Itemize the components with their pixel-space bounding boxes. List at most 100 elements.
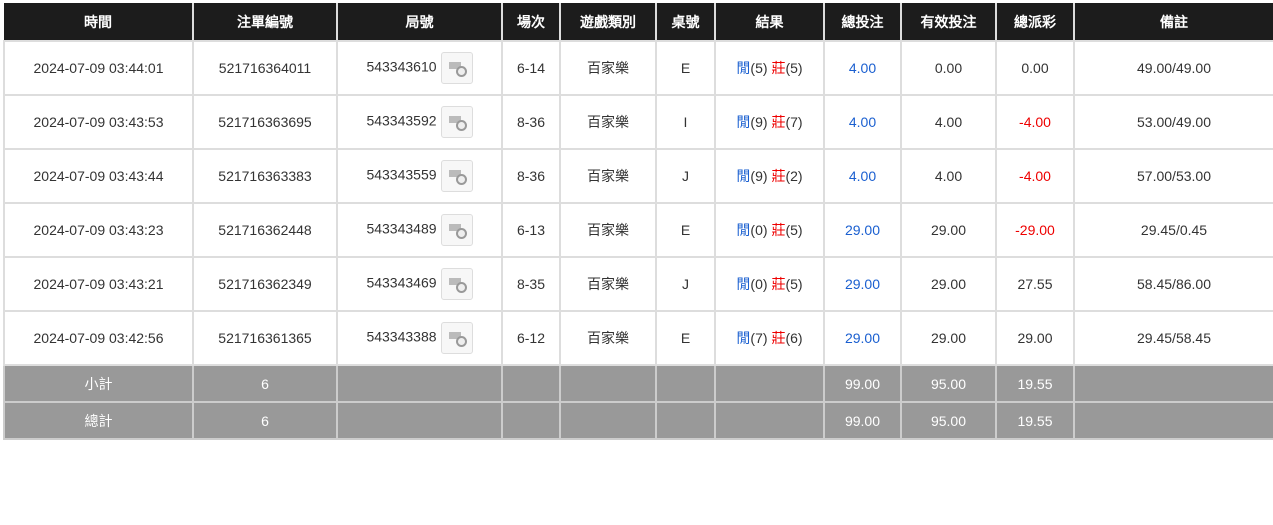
summary-total-bet: 99.00 — [823, 401, 902, 440]
player-label: 閒 — [736, 276, 751, 292]
banker-points: (5) — [785, 276, 803, 292]
summary-count: 6 — [192, 401, 338, 440]
shoe-cell: 8-36 — [501, 94, 561, 150]
valid-bet-cell: 0.00 — [900, 40, 997, 96]
banker-points: (7) — [785, 114, 803, 130]
result-cell: 閒(7) 莊(6) — [714, 310, 825, 366]
remark-cell: 49.00/49.00 — [1073, 40, 1273, 96]
shoe-cell: 8-35 — [501, 256, 561, 312]
remark-cell: 53.00/49.00 — [1073, 94, 1273, 150]
game-type-cell: 百家樂 — [559, 40, 657, 96]
summary-total-bet: 99.00 — [823, 364, 902, 403]
empty-cell — [501, 401, 561, 440]
round-number: 543343388 — [366, 328, 437, 345]
column-header: 場次 — [502, 3, 561, 41]
column-header: 遊戲類別 — [560, 3, 657, 41]
empty-cell — [714, 364, 825, 403]
video-replay-icon[interactable] — [440, 322, 473, 354]
time-cell: 2024-07-09 03:43:53 — [3, 94, 194, 150]
column-header: 桌號 — [656, 3, 716, 41]
bet-id-cell: 521716362448 — [192, 202, 338, 258]
video-replay-icon[interactable] — [440, 106, 473, 138]
empty-cell — [336, 364, 503, 403]
shoe-cell: 6-13 — [501, 202, 561, 258]
summary-row: 總計 6 99.00 95.00 19.55 — [3, 401, 1273, 440]
column-header: 注單編號 — [193, 3, 338, 41]
time-cell: 2024-07-09 03:43:23 — [3, 202, 194, 258]
summary-count: 6 — [192, 364, 338, 403]
round-cell: 543343559 — [336, 148, 503, 204]
banker-points: (5) — [785, 60, 803, 76]
remark-cell: 29.45/0.45 — [1073, 202, 1273, 258]
total-bet-cell[interactable]: 29.00 — [823, 202, 902, 258]
banker-label: 莊 — [771, 276, 786, 292]
player-points: (0) — [750, 222, 768, 238]
bet-id-cell: 521716363383 — [192, 148, 338, 204]
total-bet-cell[interactable]: 4.00 — [823, 94, 902, 150]
video-replay-icon[interactable] — [440, 52, 473, 84]
banker-points: (2) — [785, 168, 803, 184]
table-row: 2024-07-09 03:43:23 521716362448 5433434… — [3, 202, 1273, 258]
banker-label: 莊 — [771, 222, 786, 238]
summary-payout: 19.55 — [995, 401, 1075, 440]
table-row: 2024-07-09 03:42:56 521716361365 5433433… — [3, 310, 1273, 366]
empty-cell — [1073, 401, 1273, 440]
result-cell: 閒(0) 莊(5) — [714, 202, 825, 258]
game-type-cell: 百家樂 — [559, 256, 657, 312]
result-cell: 閒(9) 莊(2) — [714, 148, 825, 204]
total-bet-cell[interactable]: 4.00 — [823, 148, 902, 204]
game-type-cell: 百家樂 — [559, 202, 657, 258]
player-label: 閒 — [736, 114, 751, 130]
summary-valid-bet: 95.00 — [900, 364, 997, 403]
player-label: 閒 — [736, 60, 751, 76]
column-header: 局號 — [337, 3, 503, 41]
remark-cell: 57.00/53.00 — [1073, 148, 1273, 204]
video-replay-icon[interactable] — [440, 268, 473, 300]
summary-label: 小計 — [3, 364, 194, 403]
round-number: 543343489 — [366, 220, 437, 237]
table-cell: J — [655, 256, 716, 312]
player-points: (7) — [750, 330, 768, 346]
time-cell: 2024-07-09 03:44:01 — [3, 40, 194, 96]
result-cell: 閒(5) 莊(5) — [714, 40, 825, 96]
column-header: 總投注 — [824, 3, 902, 41]
round-number: 543343610 — [366, 58, 437, 75]
column-header: 時間 — [4, 3, 194, 41]
banker-label: 莊 — [771, 330, 786, 346]
total-bet-cell[interactable]: 29.00 — [823, 256, 902, 312]
payout-cell: 27.55 — [995, 256, 1075, 312]
player-points: (5) — [750, 60, 768, 76]
summary-label: 總計 — [3, 401, 194, 440]
empty-cell — [336, 401, 503, 440]
column-header: 總派彩 — [996, 3, 1075, 41]
empty-cell — [559, 401, 657, 440]
total-bet-cell[interactable]: 4.00 — [823, 40, 902, 96]
table-header: 時間 注單編號 局號 場次 遊戲類別 桌號 結果 總投注 有效投注 總派彩 備註 — [4, 3, 1273, 41]
round-cell: 543343388 — [336, 310, 503, 366]
empty-cell — [501, 364, 561, 403]
payout-cell: -4.00 — [995, 148, 1075, 204]
time-cell: 2024-07-09 03:42:56 — [3, 310, 194, 366]
valid-bet-cell: 29.00 — [900, 202, 997, 258]
table-cell: E — [655, 202, 716, 258]
shoe-cell: 8-36 — [501, 148, 561, 204]
payout-cell: 0.00 — [995, 40, 1075, 96]
video-replay-icon[interactable] — [440, 160, 473, 192]
total-bet-cell[interactable]: 29.00 — [823, 310, 902, 366]
valid-bet-cell: 4.00 — [900, 148, 997, 204]
video-replay-icon[interactable] — [440, 214, 473, 246]
shoe-cell: 6-14 — [501, 40, 561, 96]
empty-cell — [655, 401, 716, 440]
game-type-cell: 百家樂 — [559, 94, 657, 150]
summary-payout: 19.55 — [995, 364, 1075, 403]
bet-id-cell: 521716362349 — [192, 256, 338, 312]
result-cell: 閒(9) 莊(7) — [714, 94, 825, 150]
table-cell: E — [655, 310, 716, 366]
summary-row: 小計 6 99.00 95.00 19.55 — [3, 364, 1273, 403]
table-row: 2024-07-09 03:43:44 521716363383 5433435… — [3, 148, 1273, 204]
player-points: (9) — [750, 114, 768, 130]
bet-id-cell: 521716364011 — [192, 40, 338, 96]
result-cell: 閒(0) 莊(5) — [714, 256, 825, 312]
column-header: 備註 — [1074, 3, 1273, 41]
bet-records-table: 時間 注單編號 局號 場次 遊戲類別 桌號 結果 總投注 有效投注 總派彩 備註 2024-07-0… — [3, 3, 1273, 440]
